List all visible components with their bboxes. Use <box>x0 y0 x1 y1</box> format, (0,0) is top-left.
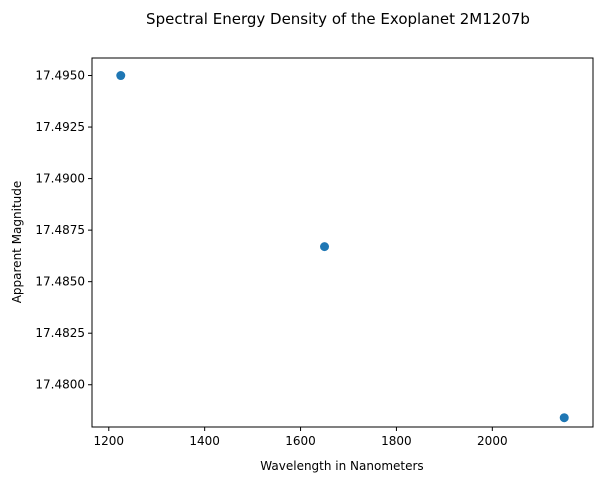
y-tick-label: 17.4875 <box>35 223 85 237</box>
y-axis-label: Apparent Magnitude <box>10 181 24 304</box>
y-tick-label: 17.4850 <box>35 275 85 289</box>
data-point <box>559 413 569 423</box>
x-tick-label: 1400 <box>189 434 220 448</box>
data-points <box>116 71 569 423</box>
y-tick-label: 17.4800 <box>35 378 85 392</box>
x-axis: 1200 1400 1600 1800 2000 <box>94 427 508 448</box>
x-tick-label: 1800 <box>381 434 412 448</box>
y-tick-label: 17.4925 <box>35 120 85 134</box>
data-point <box>320 242 330 252</box>
x-tick-label: 1600 <box>285 434 316 448</box>
data-point <box>116 71 126 81</box>
y-tick-label: 17.4900 <box>35 172 85 186</box>
x-tick-label: 2000 <box>477 434 508 448</box>
x-tick-label: 1200 <box>94 434 125 448</box>
y-axis: 17.4800 17.4825 17.4850 17.4875 17.4900 17.49… <box>35 69 92 392</box>
chart-title: Spectral Energy Density of the Exoplanet… <box>146 10 530 28</box>
y-tick-label: 17.4950 <box>35 69 85 83</box>
x-axis-label: Wavelength in Nanometers <box>260 459 423 473</box>
plot-area-frame <box>91 57 594 428</box>
y-tick-label: 17.4825 <box>35 326 85 340</box>
